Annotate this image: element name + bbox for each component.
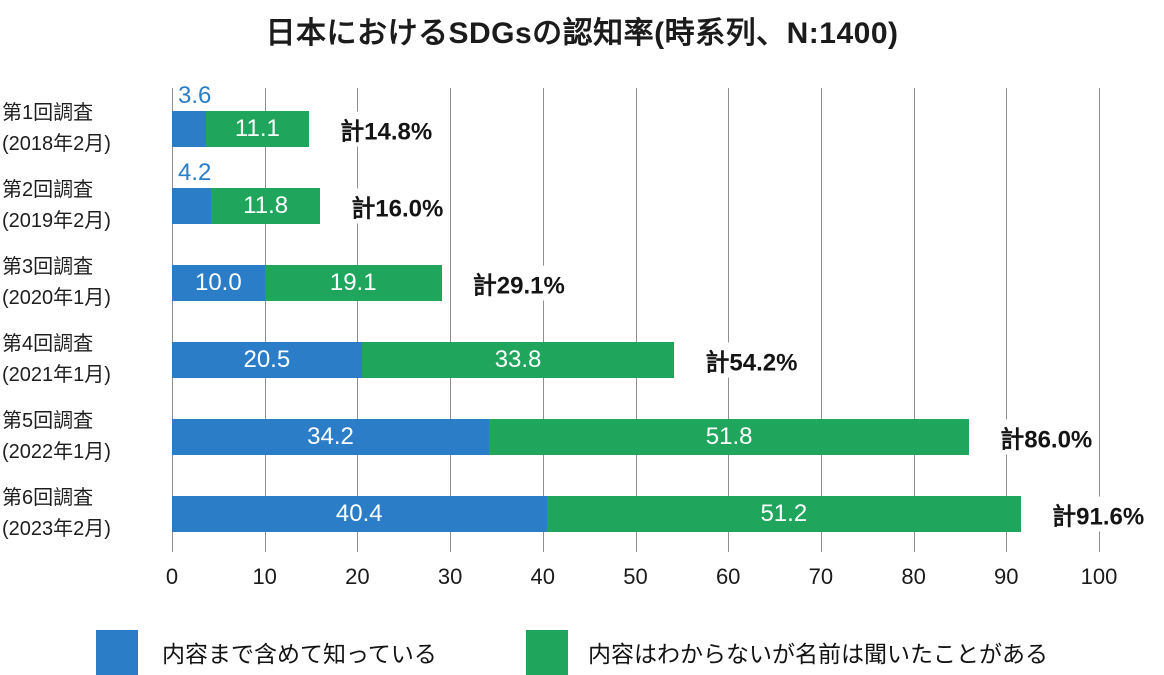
- bar-row: 10.0 19.1 計29.1%: [172, 244, 1099, 321]
- category-labels: 第1回調査 (2018年2月) 第2回調査 (2019年2月) 第3回調査 (2020年1…: [0, 90, 168, 552]
- total-label: 計54.2%: [702, 342, 801, 377]
- total-label: 計29.1%: [469, 265, 568, 300]
- category-label: 第5回調査 (2022年1月): [0, 398, 168, 475]
- category-label-line1: 第2回調査: [2, 178, 94, 201]
- stacked-bar: 10.0 19.1: [172, 264, 442, 301]
- category-label: 第4回調査 (2021年1月): [0, 321, 168, 398]
- bar-segment-known: 34.2: [172, 418, 490, 455]
- category-label-line1: 第3回調査: [2, 255, 94, 278]
- bar-rows: 3.6 11.1 計14.8% 4.2 11.8 計16.0% 10.0 19.1 計29.1%…: [172, 83, 1148, 552]
- x-tick-label-60: 60: [715, 564, 741, 589]
- x-axis-ticks: 0 10 20 30 40 50 60 70 80 90 100: [166, 564, 1117, 594]
- grid-line-30: [450, 88, 452, 552]
- legend: 内容まで含めて知っている 内容はわからないが名前は聞いたことがある: [0, 628, 1164, 675]
- bar-value-label: 20.5: [243, 345, 291, 373]
- bar-value-label: 33.8: [494, 345, 542, 373]
- bar-segment-heard: 11.1: [205, 110, 310, 147]
- category-label-line1: 第5回調査: [2, 409, 94, 432]
- x-tick-label-0: 0: [165, 564, 179, 589]
- total-label: 計86.0%: [997, 419, 1096, 454]
- bar-segment-heard: 51.8: [489, 418, 970, 455]
- category-label: 第3回調査 (2020年1月): [0, 244, 168, 321]
- category-label-line1: 第6回調査: [2, 486, 94, 509]
- bar-value-label: 11.8: [243, 191, 289, 219]
- bar-segment-known: 20.5: [172, 341, 362, 378]
- x-tick-label-50: 50: [623, 564, 648, 589]
- category-label-line2: (2020年1月): [2, 286, 111, 309]
- stacked-bar: 40.4 51.2: [172, 495, 1022, 532]
- bar-value-label-above: 4.2: [178, 158, 212, 186]
- bar-row: 4.2 11.8 計16.0%: [172, 160, 1099, 244]
- grid-line-60: [728, 88, 730, 552]
- x-tick-label-70: 70: [808, 564, 834, 589]
- bar-value-label: 10.0: [194, 268, 242, 296]
- stacked-bar: 11.1: [172, 110, 310, 147]
- total-label: 計91.6%: [1049, 496, 1148, 531]
- legend-swatch-heard: [526, 630, 568, 675]
- bar-row: 3.6 11.1 計14.8%: [172, 83, 1099, 167]
- x-tick-label-30: 30: [437, 564, 463, 589]
- grid-line-0: [172, 88, 173, 552]
- stacked-bar: 34.2 51.8: [172, 418, 970, 455]
- bar-value-label: 34.2: [307, 422, 354, 450]
- bar-value-label: 40.4: [335, 499, 383, 527]
- grid-line-90: [1006, 88, 1008, 552]
- total-label: 計16.0%: [348, 188, 447, 223]
- bar-row: 40.4 51.2 計91.6%: [172, 475, 1148, 552]
- x-tick-label-10: 10: [252, 564, 277, 589]
- category-label-line2: (2019年2月): [2, 209, 111, 232]
- grid-line-50: [635, 88, 637, 552]
- category-label-line2: (2018年2月): [2, 132, 111, 155]
- legend-swatch-known: [96, 630, 138, 675]
- bar-segment-heard: 11.8: [210, 187, 321, 224]
- grid-line-70: [820, 88, 822, 552]
- category-label: 第2回調査 (2019年2月): [0, 167, 168, 244]
- bar-row: 34.2 51.8 計86.0%: [172, 398, 1099, 475]
- gridlines: [172, 88, 1100, 552]
- bar-segment-heard: 51.2: [546, 495, 1022, 532]
- bar-segment-heard: 33.8: [361, 341, 675, 378]
- category-label-line1: 第4回調査: [2, 332, 94, 355]
- category-label-line2: (2022年1月): [2, 440, 111, 463]
- category-label: 第6回調査 (2023年2月): [0, 475, 168, 552]
- grid-line-80: [913, 88, 915, 552]
- bar-value-label: 11.1: [234, 114, 280, 142]
- bar-segment-known: 40.4: [172, 495, 547, 532]
- x-tick-label-90: 90: [994, 564, 1019, 589]
- bar-value-label: 51.2: [760, 499, 808, 527]
- grid-line-10: [264, 88, 266, 552]
- x-tick-label-40: 40: [530, 564, 556, 589]
- legend-label-known: 内容まで含めて知っている: [162, 640, 437, 667]
- category-label: 第1回調査 (2018年2月): [0, 90, 168, 167]
- x-tick-label-80: 80: [901, 564, 926, 589]
- x-tick-label-100: 100: [1080, 564, 1118, 589]
- category-label-line2: (2021年1月): [2, 363, 111, 386]
- bar-segment-known: [172, 187, 211, 224]
- chart-title: 日本におけるSDGsの認知率(時系列、N:1400): [265, 17, 899, 50]
- stacked-bar: 20.5 33.8: [172, 341, 675, 378]
- bar-segment-heard: 19.1: [264, 264, 442, 301]
- bar-row: 20.5 33.8 計54.2%: [172, 321, 1099, 398]
- stacked-bar: 11.8: [172, 187, 321, 224]
- x-tick-label-20: 20: [345, 564, 370, 589]
- bar-value-label: 51.8: [705, 422, 753, 450]
- bar-segment-known: 10.0: [172, 264, 265, 301]
- bar-value-label: 19.1: [329, 268, 377, 296]
- bar-value-label-above: 3.6: [178, 81, 212, 109]
- legend-label-heard: 内容はわからないが名前は聞いたことがある: [588, 640, 1048, 667]
- category-label-line1: 第1回調査: [2, 101, 94, 124]
- bar-segment-known: [172, 110, 206, 147]
- total-label: 計14.8%: [337, 111, 436, 146]
- category-label-line2: (2023年2月): [2, 517, 111, 540]
- grid-line-40: [542, 88, 544, 552]
- grid-line-100: [1099, 88, 1100, 552]
- grid-line-20: [357, 88, 359, 552]
